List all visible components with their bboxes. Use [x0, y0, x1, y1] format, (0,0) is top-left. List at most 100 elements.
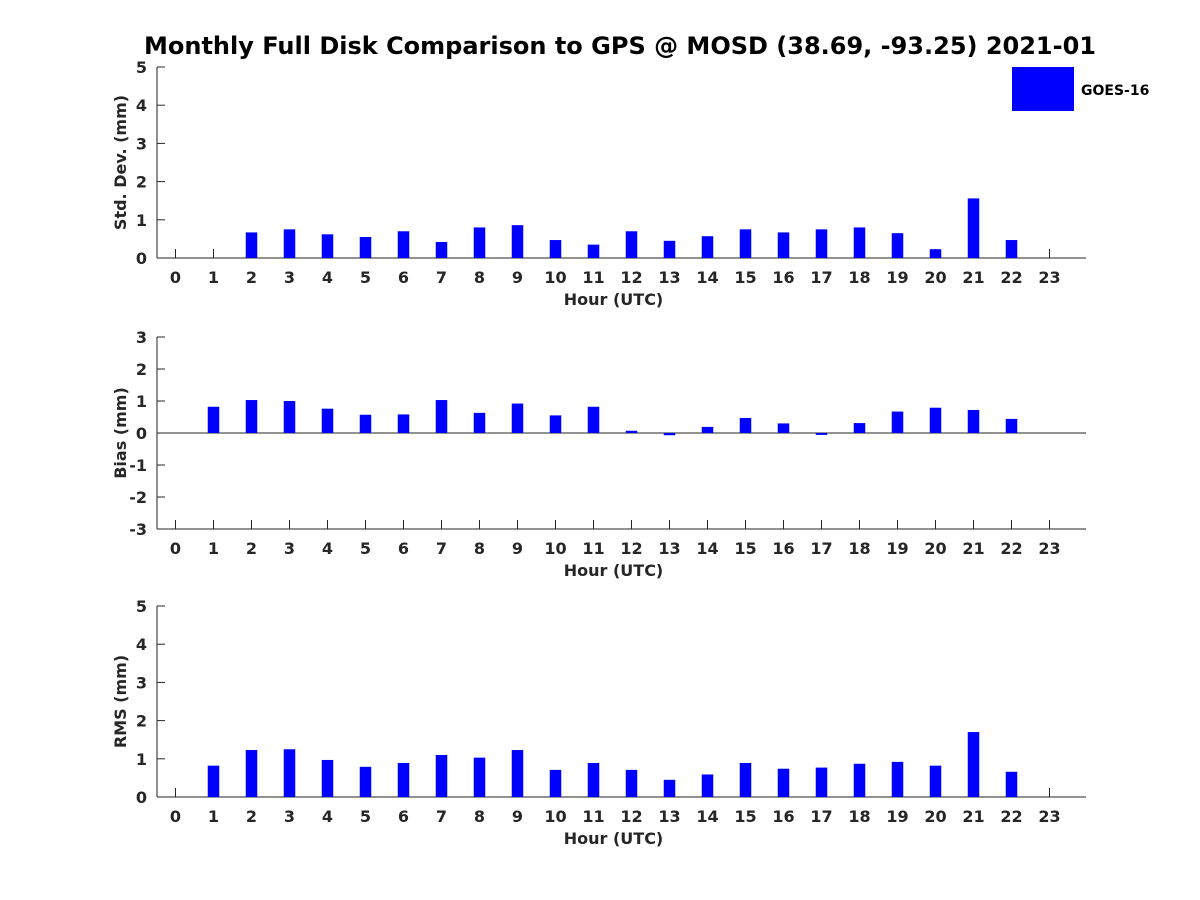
bar-hour-18: [853, 227, 866, 258]
x-tick-label: 19: [886, 268, 908, 287]
bar-hour-8: [473, 412, 486, 433]
x-tick-label: 9: [512, 268, 523, 287]
bar-hour-2: [245, 750, 258, 797]
x-tick-label: 6: [398, 268, 409, 287]
x-tick-label: 2: [246, 539, 257, 558]
bar-hour-9: [511, 403, 524, 433]
bar-hour-3: [283, 749, 296, 797]
x-tick-label: 11: [582, 539, 604, 558]
bar-hour-1: [207, 406, 220, 433]
x-tick-label: 13: [658, 268, 680, 287]
x-tick-label: 18: [848, 268, 870, 287]
x-tick-label: 6: [398, 807, 409, 826]
x-tick-label: 3: [284, 807, 295, 826]
x-tick-label: 10: [544, 268, 566, 287]
x-tick-label: 0: [170, 539, 181, 558]
bar-hour-10: [549, 240, 562, 258]
bar-hour-16: [777, 232, 790, 258]
x-tick-label: 5: [360, 807, 371, 826]
bar-hour-22: [1005, 240, 1018, 258]
bar-hour-4: [321, 234, 334, 258]
bar-hour-22: [1005, 771, 1018, 797]
bar-hour-6: [397, 414, 410, 433]
x-tick-label: 13: [658, 539, 680, 558]
y-tick-label: 0: [136, 249, 147, 268]
x-tick-label: 8: [474, 807, 485, 826]
x-tick-label: 4: [322, 539, 333, 558]
bar-hour-20: [929, 407, 942, 433]
legend-swatch: [1012, 67, 1074, 111]
x-tick-label: 5: [360, 539, 371, 558]
x-tick-label: 19: [886, 539, 908, 558]
bar-hour-7: [435, 241, 448, 258]
y-tick-label: -2: [129, 488, 147, 507]
x-tick-label: 7: [436, 268, 447, 287]
x-tick-label: 9: [512, 539, 523, 558]
y-tick-label: 2: [136, 173, 147, 192]
x-tick-label: 14: [696, 807, 718, 826]
x-tick-label: 22: [1000, 807, 1022, 826]
y-tick-label: 2: [136, 712, 147, 731]
bar-hour-4: [321, 759, 334, 797]
bar-hour-15: [739, 417, 752, 433]
bar-hour-7: [435, 400, 448, 433]
x-tick-label: 17: [810, 268, 832, 287]
y-axis-label: RMS (mm): [111, 655, 130, 748]
y-tick-label: 1: [136, 750, 147, 769]
x-tick-label: 1: [208, 539, 219, 558]
y-tick-label: 3: [136, 328, 147, 347]
x-tick-label: 16: [772, 807, 794, 826]
x-tick-label: 21: [962, 268, 984, 287]
x-tick-label: 12: [620, 539, 642, 558]
y-tick-label: 3: [136, 134, 147, 153]
x-tick-label: 7: [436, 807, 447, 826]
x-tick-label: 5: [360, 268, 371, 287]
x-tick-label: 21: [962, 539, 984, 558]
bar-hour-13: [663, 779, 676, 797]
x-tick-label: 12: [620, 807, 642, 826]
bar-hour-2: [245, 400, 258, 433]
bar-hour-10: [549, 769, 562, 797]
bar-hour-5: [359, 414, 372, 433]
bar-hour-20: [929, 249, 942, 258]
x-tick-label: 23: [1038, 268, 1060, 287]
bar-hour-2: [245, 232, 258, 258]
x-tick-label: 20: [924, 807, 946, 826]
bar-hour-9: [511, 225, 524, 258]
bar-hour-4: [321, 408, 334, 433]
bar-hour-6: [397, 231, 410, 258]
y-tick-label: 1: [136, 211, 147, 230]
bar-hour-14: [701, 774, 714, 797]
y-tick-label: 5: [136, 58, 147, 77]
bar-hour-21: [967, 409, 980, 433]
x-tick-label: 1: [208, 268, 219, 287]
x-tick-label: 14: [696, 539, 718, 558]
bar-hour-10: [549, 415, 562, 433]
y-tick-label: 4: [136, 635, 147, 654]
y-axis-label: Std. Dev. (mm): [111, 95, 130, 230]
x-tick-label: 0: [170, 268, 181, 287]
x-tick-label: 18: [848, 539, 870, 558]
bar-hour-5: [359, 236, 372, 258]
x-tick-label: 0: [170, 807, 181, 826]
x-tick-label: 17: [810, 539, 832, 558]
bar-hour-18: [853, 423, 866, 433]
x-tick-label: 10: [544, 807, 566, 826]
bar-hour-11: [587, 244, 600, 258]
bar-hour-12: [625, 430, 638, 433]
bar-hour-19: [891, 761, 904, 797]
x-tick-label: 13: [658, 807, 680, 826]
x-tick-label: 15: [734, 807, 756, 826]
x-tick-label: 8: [474, 539, 485, 558]
bar-hour-20: [929, 765, 942, 797]
bar-hour-11: [587, 406, 600, 433]
x-tick-label: 7: [436, 539, 447, 558]
x-axis-label: Hour (UTC): [564, 561, 664, 580]
x-tick-label: 19: [886, 807, 908, 826]
bar-hour-12: [625, 769, 638, 797]
x-tick-label: 21: [962, 807, 984, 826]
bar-hour-16: [777, 423, 790, 433]
chart-title: Monthly Full Disk Comparison to GPS @ MO…: [144, 32, 1096, 60]
bar-hour-19: [891, 411, 904, 433]
